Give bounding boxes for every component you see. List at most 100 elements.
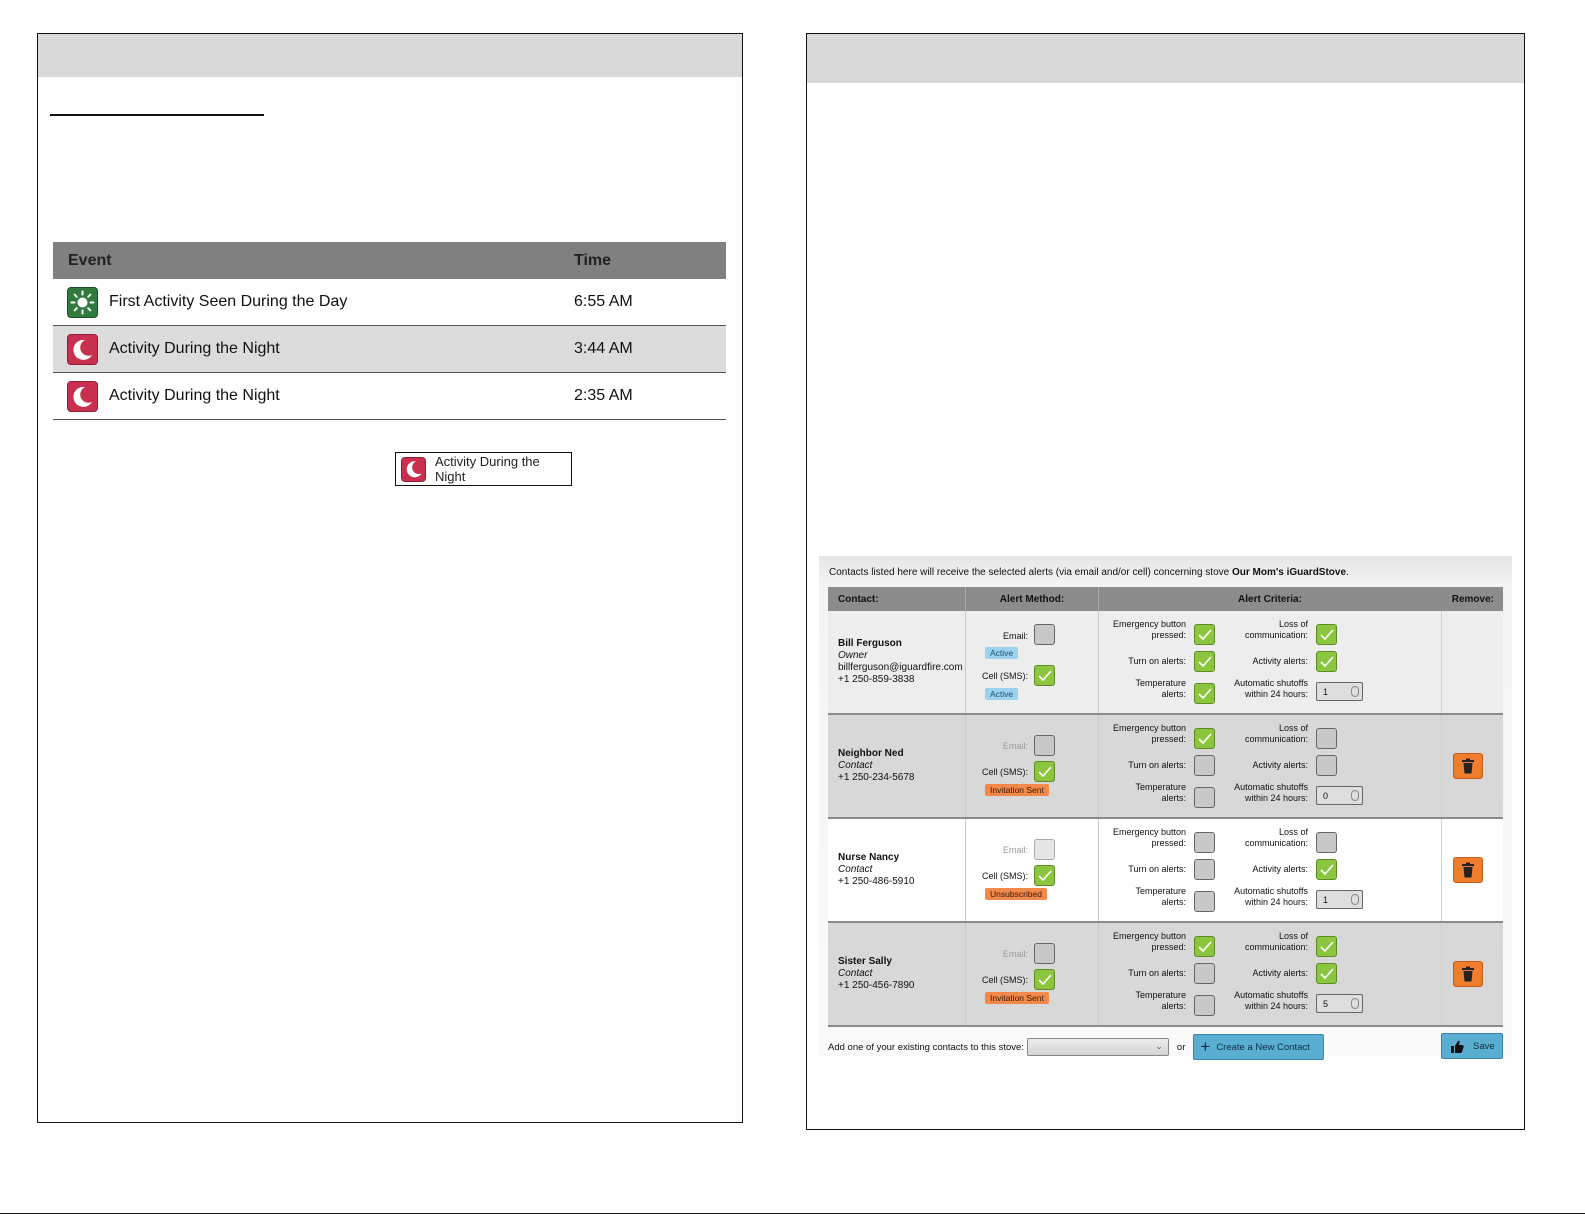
cell-label: Cell (SMS): bbox=[981, 767, 1028, 777]
stepper-arrows-icon[interactable] bbox=[1351, 790, 1359, 801]
remove-contact-button[interactable] bbox=[1453, 753, 1483, 779]
create-contact-button[interactable]: + Create a New Contact bbox=[1193, 1034, 1325, 1060]
stepper-arrows-icon[interactable] bbox=[1351, 894, 1359, 905]
email-checkbox[interactable] bbox=[1034, 943, 1055, 964]
contacts-table: Contact: Alert Method: Alert Criteria: R… bbox=[828, 587, 1503, 1027]
trash-icon bbox=[1462, 966, 1474, 982]
loss-checkbox[interactable] bbox=[1316, 832, 1337, 853]
email-checkbox[interactable] bbox=[1034, 624, 1055, 645]
right-panel: Contacts listed here will receive the se… bbox=[806, 33, 1525, 1130]
temperature-label: Temperature alerts: bbox=[1135, 886, 1186, 907]
moon-icon bbox=[67, 380, 98, 412]
loss-label: Loss of communication: bbox=[1244, 827, 1308, 848]
emergency-label: Emergency button pressed: bbox=[1112, 827, 1186, 848]
plus-icon: + bbox=[1200, 1037, 1211, 1056]
contact-phone: +1 250-234-5678 bbox=[838, 772, 915, 783]
activity-checkbox[interactable] bbox=[1316, 963, 1337, 984]
emergency-checkbox[interactable] bbox=[1194, 936, 1215, 957]
stepper-arrows-icon[interactable] bbox=[1351, 998, 1359, 1009]
turn-on-checkbox[interactable] bbox=[1194, 755, 1215, 776]
event-time: 3:44 AM bbox=[574, 340, 633, 357]
loss-checkbox[interactable] bbox=[1316, 624, 1337, 645]
event-row[interactable]: Activity During the Night 3:44 AM bbox=[53, 326, 726, 373]
emergency-label: Emergency button pressed: bbox=[1112, 723, 1186, 744]
temperature-checkbox[interactable] bbox=[1194, 995, 1215, 1016]
email-checkbox[interactable] bbox=[1034, 735, 1055, 756]
shutoff-label: Automatic shutoffs within 24 hours: bbox=[1234, 990, 1308, 1011]
temperature-label: Temperature alerts: bbox=[1135, 990, 1186, 1011]
cell-status-badge: Invitation Sent bbox=[985, 784, 1049, 796]
cell-label: Cell (SMS): bbox=[981, 975, 1028, 985]
stepper-arrows-icon[interactable] bbox=[1351, 686, 1359, 697]
contact-row: Bill Ferguson Owner billferguson@iguardf… bbox=[828, 611, 1503, 715]
email-label: Email: bbox=[1002, 631, 1028, 641]
page-bottom-rule bbox=[0, 1213, 1585, 1214]
cell-checkbox[interactable] bbox=[1034, 969, 1055, 990]
emergency-checkbox[interactable] bbox=[1194, 832, 1215, 853]
turn-on-checkbox[interactable] bbox=[1194, 963, 1215, 984]
event-label: Activity During the Night bbox=[109, 387, 280, 404]
shutoff-stepper[interactable]: 5 bbox=[1316, 994, 1363, 1013]
save-button[interactable]: Save bbox=[1441, 1033, 1503, 1059]
loss-label: Loss of communication: bbox=[1244, 723, 1308, 744]
moon-icon bbox=[67, 333, 98, 365]
loss-checkbox[interactable] bbox=[1316, 728, 1337, 749]
event-row[interactable]: Activity During the Night 2:35 AM bbox=[53, 373, 726, 420]
or-label: or bbox=[1176, 1041, 1186, 1053]
temperature-checkbox[interactable] bbox=[1194, 891, 1215, 912]
check-icon bbox=[1037, 669, 1052, 681]
contact-role: Contact bbox=[838, 968, 873, 979]
remove-column-header: Remove: bbox=[1451, 593, 1494, 605]
email-status-badge: Active bbox=[985, 647, 1019, 659]
cell-status-badge: Active bbox=[985, 688, 1019, 700]
event-time: 6:55 AM bbox=[574, 293, 633, 310]
turn-on-label: Turn on alerts: bbox=[1128, 760, 1186, 770]
remove-contact-button[interactable] bbox=[1453, 961, 1483, 987]
contact-name: Neighbor Ned bbox=[838, 748, 904, 759]
contact-name: Sister Sally bbox=[838, 956, 892, 967]
contact-role: Contact bbox=[838, 864, 873, 875]
emergency-checkbox[interactable] bbox=[1194, 728, 1215, 749]
email-checkbox[interactable] bbox=[1034, 839, 1055, 860]
chevron-down-icon: ⌄ bbox=[1155, 1041, 1163, 1051]
cell-status-badge: Invitation Sent bbox=[985, 992, 1049, 1004]
temperature-checkbox[interactable] bbox=[1194, 787, 1215, 808]
contacts-footer: Add one of your existing contacts to thi… bbox=[828, 1033, 1503, 1061]
alert-criteria-column-header: Alert Criteria: bbox=[1098, 587, 1441, 611]
contact-phone: +1 250-859-3838 bbox=[838, 674, 915, 685]
event-row[interactable]: First Activity Seen During the Day 6:55 … bbox=[53, 279, 726, 326]
right-panel-header bbox=[807, 34, 1524, 83]
contact-phone: +1 250-456-7890 bbox=[838, 980, 915, 991]
shutoff-label: Automatic shutoffs within 24 hours: bbox=[1234, 782, 1308, 803]
trash-icon bbox=[1462, 758, 1474, 774]
loss-checkbox[interactable] bbox=[1316, 936, 1337, 957]
moon-icon bbox=[401, 456, 426, 482]
activity-checkbox[interactable] bbox=[1316, 651, 1337, 672]
contact-row: Neighbor Ned Contact +1 250-234-5678 Ema… bbox=[828, 715, 1503, 819]
turn-on-label: Turn on alerts: bbox=[1128, 656, 1186, 666]
cell-checkbox[interactable] bbox=[1034, 865, 1055, 886]
contacts-intro: Contacts listed here will receive the se… bbox=[829, 567, 1349, 578]
cell-checkbox[interactable] bbox=[1034, 761, 1055, 782]
remove-contact-button[interactable] bbox=[1453, 857, 1483, 883]
cell-checkbox[interactable] bbox=[1034, 665, 1055, 686]
emergency-label: Emergency button pressed: bbox=[1112, 931, 1186, 952]
legend-label: Activity During the Night bbox=[435, 454, 540, 484]
shutoff-stepper[interactable]: 1 bbox=[1316, 890, 1363, 909]
turn-on-checkbox[interactable] bbox=[1194, 651, 1215, 672]
turn-on-checkbox[interactable] bbox=[1194, 859, 1215, 880]
turn-on-label: Turn on alerts: bbox=[1128, 864, 1186, 874]
temperature-checkbox[interactable] bbox=[1194, 683, 1215, 704]
loss-label: Loss of communication: bbox=[1244, 619, 1308, 640]
temperature-label: Temperature alerts: bbox=[1135, 782, 1186, 803]
existing-contacts-select[interactable]: ⌄ bbox=[1026, 1038, 1169, 1056]
activity-checkbox[interactable] bbox=[1316, 859, 1337, 880]
shutoff-label: Automatic shutoffs within 24 hours: bbox=[1234, 678, 1308, 699]
emergency-checkbox[interactable] bbox=[1194, 624, 1215, 645]
contact-name: Bill Ferguson bbox=[838, 638, 902, 649]
shutoff-stepper[interactable]: 0 bbox=[1316, 786, 1363, 805]
activity-checkbox[interactable] bbox=[1316, 755, 1337, 776]
shutoff-stepper[interactable]: 1 bbox=[1316, 682, 1363, 701]
activity-label: Activity alerts: bbox=[1252, 760, 1308, 770]
contact-phone: +1 250-486-5910 bbox=[838, 876, 915, 887]
